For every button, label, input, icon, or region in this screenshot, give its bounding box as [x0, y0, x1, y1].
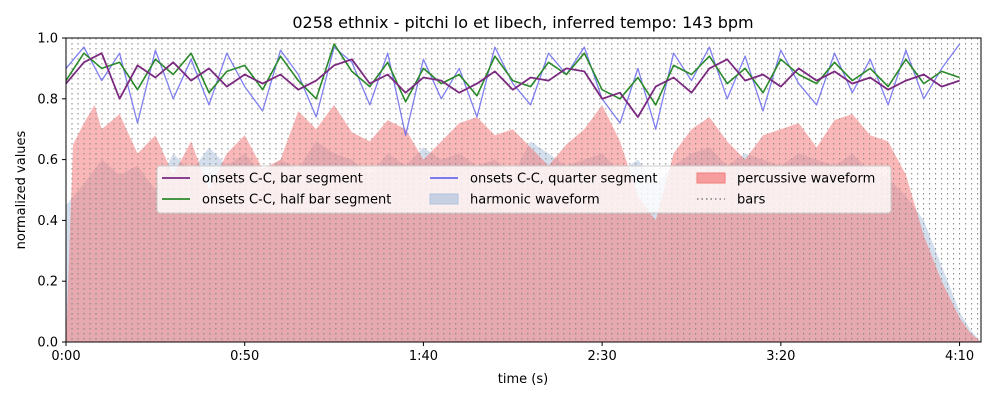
legend-label: bars	[737, 193, 766, 208]
y-tick-label: 0.2	[37, 275, 58, 290]
plot-frame	[65, 37, 982, 343]
x-tick-label: 4:10	[945, 349, 974, 364]
legend-label: onsets C-C, quarter segment	[470, 172, 657, 187]
percussive-waveform-area	[66, 104, 981, 342]
y-tick-label: 1.0	[37, 32, 58, 47]
x-axis: 0:00 0:50 1:40 2:30 3:20 4:10	[51, 342, 974, 364]
legend-label: onsets C-C, half bar segment	[202, 193, 391, 208]
x-tick-label: 1:40	[409, 349, 438, 364]
x-tick-label: 3:20	[766, 349, 795, 364]
quarter-segment-line	[66, 43, 961, 136]
x-axis-label: time (s)	[498, 372, 548, 387]
x-tick-label: 2:30	[588, 349, 617, 364]
half-bar-segment-line	[66, 43, 960, 106]
y-tick-label: 0.0	[37, 336, 58, 351]
x-tick-label: 0:00	[51, 349, 80, 364]
y-tick-label: 0.6	[37, 153, 58, 168]
y-axis: 0.0 0.2 0.4 0.6 0.8 1.0	[37, 32, 66, 351]
x-tick-label: 0:50	[230, 349, 259, 364]
chart-title: 0258 ethnix - pitchi lo et libech, infer…	[292, 13, 753, 32]
y-axis-label: normalized values	[14, 130, 29, 249]
legend-label: harmonic waveform	[470, 193, 600, 208]
legend: onsets C-C, bar segment onsets C-C, half …	[156, 165, 892, 214]
y-tick-label: 0.8	[37, 92, 58, 107]
legend-label: onsets C-C, bar segment	[202, 172, 363, 187]
bar-segment-line	[66, 52, 960, 118]
legend-swatch	[429, 193, 459, 205]
legend-label: percussive waveform	[737, 172, 875, 187]
y-tick-label: 0.4	[37, 214, 58, 229]
legend-swatch	[696, 172, 726, 184]
